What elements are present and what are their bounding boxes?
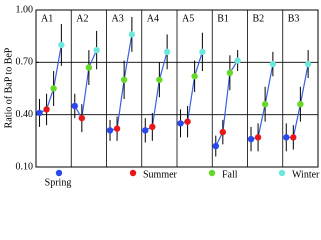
- connecting-line: [215, 60, 239, 147]
- data-point: [283, 134, 290, 141]
- data-point: [177, 120, 184, 127]
- data-point: [78, 114, 86, 122]
- panel-label: A1: [41, 13, 53, 24]
- data-point: [184, 118, 191, 125]
- y-axis-title: Ratio of BaP to BeP: [3, 47, 14, 128]
- data-point: [149, 123, 156, 131]
- legend-marker: [55, 169, 63, 177]
- legend-marker: [129, 169, 137, 177]
- data-point: [71, 102, 78, 110]
- data-point: [113, 125, 121, 132]
- y-tick-label: 1.00: [16, 4, 34, 15]
- data-point: [85, 64, 93, 71]
- data-point: [212, 142, 219, 150]
- panel-label: B3: [288, 13, 300, 24]
- data-point: [269, 60, 277, 68]
- data-point: [199, 48, 206, 56]
- data-point: [58, 41, 65, 49]
- panel-label: A3: [112, 13, 124, 24]
- data-point: [191, 73, 198, 80]
- data-point: [50, 85, 57, 92]
- connecting-line: [250, 63, 274, 140]
- data-point: [234, 57, 241, 64]
- connecting-line: [145, 51, 168, 131]
- connecting-line: [109, 34, 133, 131]
- data-point: [304, 60, 312, 68]
- data-point: [156, 76, 163, 83]
- panel-label: B2: [253, 13, 265, 24]
- connecting-line: [180, 51, 203, 124]
- panel-label: A5: [182, 13, 194, 24]
- connecting-line: [39, 44, 62, 114]
- data-point: [142, 127, 149, 134]
- data-point: [261, 101, 269, 108]
- data-point: [128, 31, 136, 38]
- data-point: [106, 127, 114, 134]
- data-point: [254, 134, 262, 141]
- data-point: [43, 106, 50, 113]
- y-tick-label: 0.40: [16, 109, 34, 120]
- data-point: [120, 76, 128, 83]
- panel-label: A2: [76, 13, 88, 24]
- data-point: [226, 69, 234, 77]
- data-point: [290, 134, 297, 141]
- data-point: [297, 101, 304, 108]
- y-tick-label: 0.10: [16, 161, 34, 172]
- data-point: [219, 128, 227, 136]
- data-point: [36, 109, 43, 117]
- legend-label: Spring: [45, 177, 72, 188]
- data-point: [93, 46, 100, 54]
- y-tick-label: 0.70: [16, 57, 34, 68]
- legend-label: Winter: [292, 169, 320, 180]
- legend-marker: [208, 169, 216, 177]
- connecting-line: [286, 63, 309, 138]
- panel-label: B1: [217, 13, 229, 24]
- legend-label: Fall: [222, 169, 238, 180]
- data-point: [163, 48, 171, 56]
- legend-marker: [278, 169, 286, 177]
- panel-label: A4: [147, 13, 159, 24]
- data-point: [247, 135, 255, 143]
- legend-label: Summer: [143, 169, 178, 180]
- chart: Ratio of BaP to BeP 0.10 0.40 0.70 1.00 A1 A2…: [3, 4, 320, 188]
- connecting-line: [74, 49, 98, 120]
